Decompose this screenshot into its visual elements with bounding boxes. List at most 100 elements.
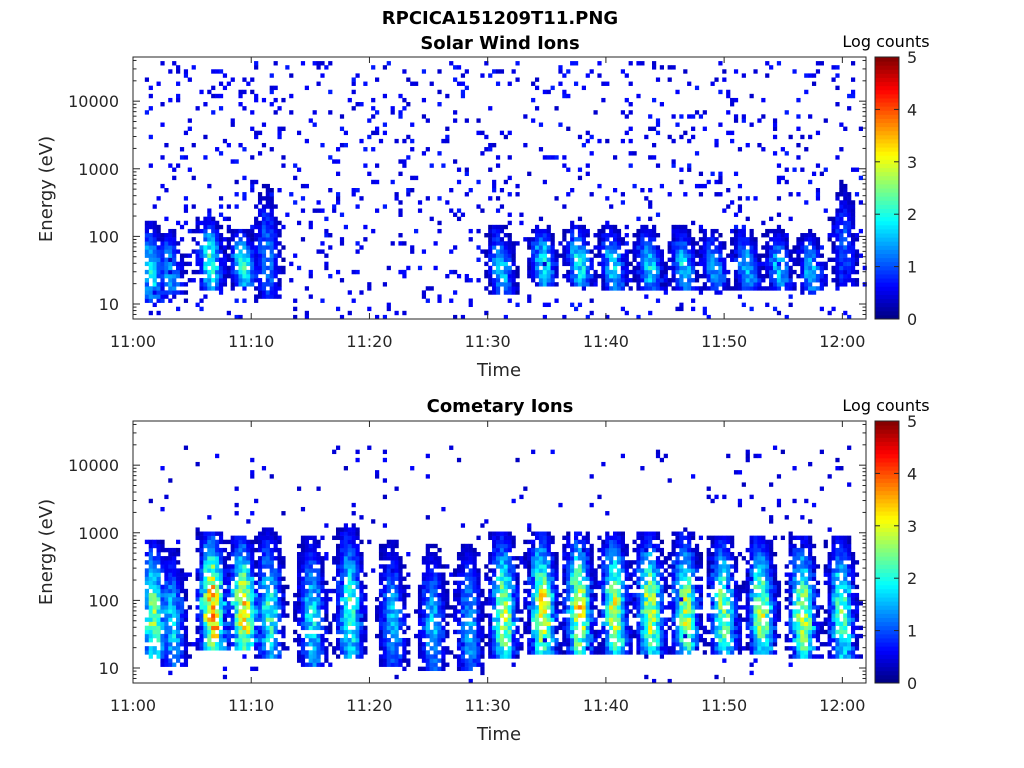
heatmap-cell <box>616 241 622 246</box>
heatmap-cell <box>737 183 743 189</box>
heatmap-cell <box>406 662 411 667</box>
heatmap-cell <box>265 241 270 246</box>
heatmap-cell <box>296 130 302 136</box>
heatmap-cell <box>339 556 345 561</box>
heatmap-cell <box>172 576 177 581</box>
heatmap-cell <box>211 605 216 610</box>
heatmap-cell <box>234 204 239 209</box>
heatmap-cell <box>211 617 216 622</box>
heatmap-cell <box>472 547 477 553</box>
heatmap-cell <box>441 601 446 606</box>
heatmap-cell <box>203 568 208 573</box>
heatmap-cell <box>176 592 181 598</box>
heatmap-cell <box>238 257 243 262</box>
heatmap-cell <box>343 601 348 606</box>
heatmap-cell <box>312 560 317 565</box>
heatmap-cell <box>215 609 220 614</box>
heatmap-cell <box>495 543 501 549</box>
heatmap-cell <box>648 114 653 119</box>
heatmap-cell <box>300 646 306 651</box>
heatmap-cell <box>199 642 204 647</box>
heatmap-cell <box>312 584 317 590</box>
heatmap-cell <box>254 666 259 672</box>
heatmap-cell <box>644 253 649 258</box>
heatmap-cell <box>164 597 169 602</box>
colorbar-step <box>875 106 899 111</box>
heatmap-cell <box>534 642 540 647</box>
heatmap-cell <box>238 552 243 557</box>
heatmap-cell <box>850 224 856 230</box>
heatmap-cell <box>515 282 520 287</box>
heatmap-cell <box>573 306 579 312</box>
heatmap-cell <box>281 155 286 160</box>
heatmap-cell <box>402 564 407 569</box>
heatmap-cell <box>273 597 278 602</box>
heatmap-cell <box>468 576 473 581</box>
heatmap-cell <box>858 253 863 258</box>
heatmap-cell <box>320 564 325 569</box>
heatmap-cell <box>819 306 824 312</box>
heatmap-cell <box>542 543 547 549</box>
heatmap-cell <box>164 629 169 635</box>
heatmap-cell <box>211 253 216 258</box>
heatmap-cell <box>164 613 169 618</box>
heatmap-cell <box>269 290 274 295</box>
heatmap-cell <box>250 597 255 602</box>
heatmap-cell <box>250 613 255 618</box>
heatmap-cell <box>281 609 286 614</box>
heatmap-cell <box>257 605 263 610</box>
heatmap-cell <box>492 543 497 549</box>
heatmap-cell <box>687 257 692 262</box>
heatmap-cell <box>640 253 645 258</box>
heatmap-cell <box>304 568 309 573</box>
heatmap-cell <box>199 535 204 541</box>
heatmap-cell <box>702 257 707 262</box>
heatmap-cell <box>211 69 216 74</box>
heatmap-cell <box>265 257 270 262</box>
heatmap-cell <box>581 286 586 291</box>
heatmap-cell <box>289 110 294 115</box>
heatmap-cell <box>534 568 540 573</box>
heatmap-cell <box>546 552 551 557</box>
heatmap-cell <box>195 617 200 622</box>
heatmap-cell <box>456 662 462 667</box>
heatmap-cell <box>730 200 735 205</box>
heatmap-cell <box>250 576 255 581</box>
heatmap-cell <box>386 650 391 655</box>
heatmap-cell <box>683 228 688 234</box>
heatmap-cell <box>261 592 267 598</box>
heatmap-cell <box>761 253 766 258</box>
heatmap-cell <box>441 580 446 586</box>
heatmap-cell <box>250 617 255 622</box>
heatmap-cell <box>351 646 356 651</box>
heatmap-cell <box>671 228 676 234</box>
heatmap-cell <box>308 662 313 667</box>
heatmap-cell <box>382 625 388 631</box>
heatmap-cell <box>730 237 735 242</box>
heatmap-cell <box>215 233 220 238</box>
heatmap-cell <box>776 61 782 66</box>
heatmap-cell <box>335 560 341 565</box>
heatmap-cell <box>702 237 707 242</box>
heatmap-cell <box>679 114 684 119</box>
heatmap-cell <box>176 539 181 545</box>
heatmap-cell <box>628 269 633 275</box>
heatmap-cell <box>554 650 559 655</box>
heatmap-cell <box>226 81 231 86</box>
heatmap-cell <box>421 625 427 631</box>
heatmap-cell <box>172 547 177 553</box>
heatmap-cell <box>460 81 466 86</box>
heatmap-cell <box>613 269 618 275</box>
heatmap-cell <box>277 188 282 193</box>
heatmap-cell <box>519 220 524 226</box>
heatmap-cell <box>527 642 532 647</box>
heatmap-cell <box>554 637 559 643</box>
heatmap-cell <box>156 613 161 618</box>
heatmap-cell <box>156 543 161 549</box>
heatmap-cell <box>429 286 434 291</box>
heatmap-cell <box>300 576 306 581</box>
heatmap-cell <box>733 273 739 279</box>
heatmap-cell <box>351 621 356 626</box>
panel-title-cometary: Cometary Ions <box>427 396 574 417</box>
heatmap-cell <box>234 568 239 573</box>
